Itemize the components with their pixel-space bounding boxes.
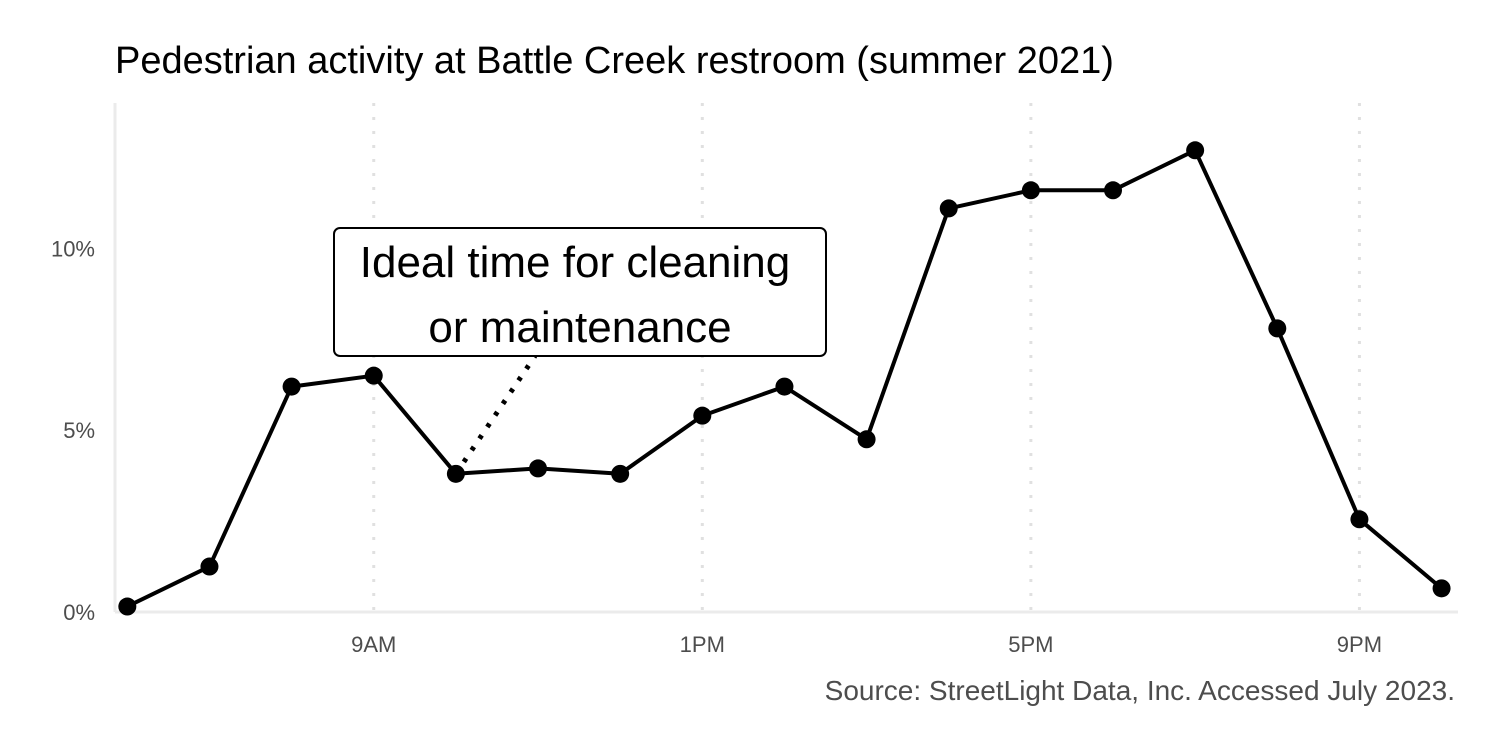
x-tick-label-3: 9PM: [1337, 632, 1382, 657]
data-point-13: [1186, 141, 1205, 160]
y-tick-label-0: 0%: [63, 600, 95, 625]
data-point-11: [1021, 181, 1040, 200]
data-point-4: [446, 464, 465, 483]
chart-caption: Source: StreetLight Data, Inc. Accessed …: [825, 675, 1455, 706]
data-point-2: [282, 377, 301, 396]
x-tick-label-2: 5PM: [1008, 632, 1053, 657]
annotation-box: [333, 227, 827, 357]
y-tick-label-2: 10%: [51, 236, 95, 261]
data-point-9: [857, 430, 876, 449]
chart-title: Pedestrian activity at Battle Creek rest…: [115, 40, 1114, 82]
y-tick-label-1: 5%: [63, 418, 95, 443]
annotation-leader-line: [461, 354, 538, 464]
data-point-14: [1268, 319, 1287, 338]
annotation-text-line-1: Ideal time for cleaning: [360, 238, 790, 287]
data-point-15: [1350, 510, 1369, 529]
x-tick-label-1: 1PM: [680, 632, 725, 657]
axis-layer: 9AM 1PM 5PM 9PM 0% 5% 10%: [51, 103, 1458, 657]
data-point-6: [611, 464, 630, 483]
data-point-10: [939, 199, 958, 218]
annotation-text-line-2: or maintenance: [428, 303, 731, 352]
series-layer: [118, 141, 1451, 616]
data-point-0: [118, 597, 137, 616]
data-point-12: [1104, 181, 1123, 200]
data-point-1: [200, 557, 219, 576]
data-point-3: [364, 366, 383, 385]
grid-layer: [372, 103, 1361, 612]
data-point-8: [775, 377, 794, 396]
annotation: Ideal time for cleaning or maintenance: [333, 227, 827, 464]
x-tick-label-0: 9AM: [351, 632, 396, 657]
data-point-7: [693, 406, 712, 425]
data-point-5: [529, 459, 548, 478]
data-point-16: [1432, 579, 1451, 598]
